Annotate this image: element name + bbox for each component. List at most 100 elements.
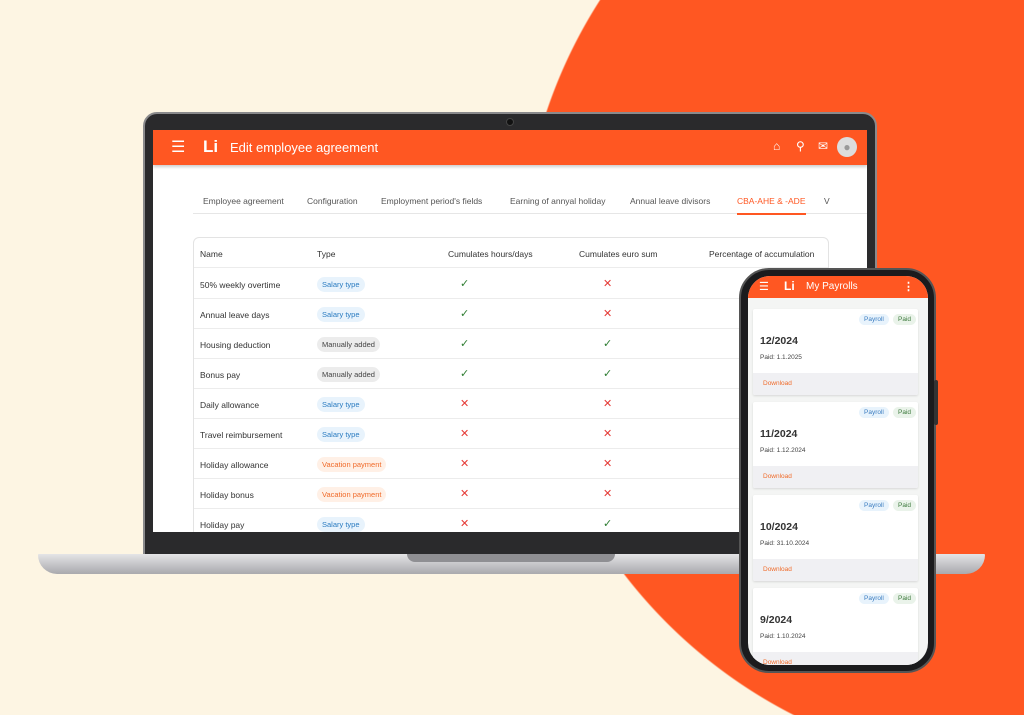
check-icon: ✓ xyxy=(460,368,470,380)
camera xyxy=(506,118,514,126)
check-icon: ✓ xyxy=(460,308,470,320)
table-header: Name Type Cumulates hours/days Cumulates… xyxy=(194,238,828,268)
mail-icon[interactable]: ✉ xyxy=(818,139,829,153)
mobile-app-bar: ☰ Li My Payrolls ⋮ xyxy=(748,276,928,298)
type-badge: Vacation payment xyxy=(317,457,387,472)
cross-icon: ✕ xyxy=(603,458,613,470)
check-icon: ✓ xyxy=(603,368,613,380)
logo: Li xyxy=(784,279,795,293)
row-name: Holiday bonus xyxy=(200,490,254,500)
download-button[interactable]: Download xyxy=(753,559,918,581)
paid-date: Paid: 1.1.2025 xyxy=(760,354,802,361)
row-name: 50% weekly overtime xyxy=(200,280,281,290)
tab-0[interactable]: Employee agreement xyxy=(203,196,284,206)
cross-icon: ✕ xyxy=(603,488,613,500)
tab-1[interactable]: Configuration xyxy=(307,196,358,206)
header-euro: Cumulates euro sum xyxy=(579,249,658,259)
paid-date: Paid: 1.10.2024 xyxy=(760,633,806,640)
check-icon: ✓ xyxy=(603,518,613,530)
payroll-tag: Payroll xyxy=(859,593,889,604)
payroll-tag: Payroll xyxy=(859,500,889,511)
row-name: Travel reimbursement xyxy=(200,430,283,440)
row-name: Holiday allowance xyxy=(200,460,269,470)
table-row[interactable]: Holiday pay Salary type ✕ ✓ xyxy=(194,509,828,532)
tab-3[interactable]: Earning of annyal holiday xyxy=(510,196,606,206)
type-badge: Vacation payment xyxy=(317,487,387,502)
paid-date: Paid: 31.10.2024 xyxy=(760,540,810,547)
tab-5[interactable]: CBA-AHE & -ADE xyxy=(737,196,806,215)
cross-icon: ✕ xyxy=(460,398,470,410)
row-name: Holiday pay xyxy=(200,520,245,530)
more-vert-icon[interactable]: ⋮ xyxy=(903,281,914,293)
table-row[interactable]: Holiday bonus Vacation payment ✕ ✕ xyxy=(194,479,828,509)
phone-screen: ☰ Li My Payrolls ⋮ Payroll Paid 12/2024 Pai… xyxy=(748,276,928,665)
download-button[interactable]: Download xyxy=(753,652,918,665)
menu-icon[interactable]: ☰ xyxy=(171,139,186,156)
check-icon: ✓ xyxy=(603,338,613,350)
cross-icon: ✕ xyxy=(460,458,470,470)
payroll-card: Payroll Paid 9/2024 Paid: 1.10.2024 Download xyxy=(753,588,918,665)
cross-icon: ✕ xyxy=(460,488,470,500)
home-icon[interactable]: ⌂ xyxy=(773,139,781,153)
table-row[interactable]: Travel reimbursement Salary type ✕ ✕ xyxy=(194,419,828,449)
search-icon[interactable]: ⚲ xyxy=(796,139,805,153)
row-name: Daily allowance xyxy=(200,400,260,410)
payroll-card: Payroll Paid 12/2024 Paid: 1.1.2025 Download xyxy=(753,309,918,395)
tab-bar: Employee agreement Configuration Employmen… xyxy=(193,188,867,215)
check-icon: ✓ xyxy=(460,338,470,350)
row-name: Annual leave days xyxy=(200,310,270,320)
header-type: Type xyxy=(317,249,336,259)
logo: Li xyxy=(203,137,219,156)
type-badge: Manually added xyxy=(317,367,380,382)
tab-4[interactable]: Annual leave divisors xyxy=(630,196,711,206)
phone-side-button xyxy=(934,380,938,425)
paid-tag: Paid xyxy=(893,500,917,511)
account-icon[interactable]: ● xyxy=(837,137,857,157)
table-row[interactable]: Housing deduction Manually added ✓ ✓ xyxy=(194,329,828,359)
cross-icon: ✕ xyxy=(460,518,470,530)
paid-date: Paid: 1.12.2024 xyxy=(760,447,806,454)
payroll-period: 10/2024 xyxy=(760,521,798,533)
cross-icon: ✕ xyxy=(603,278,613,290)
mobile-title: My Payrolls xyxy=(806,281,858,292)
header-hours: Cumulates hours/days xyxy=(448,249,533,259)
payroll-tag: Payroll xyxy=(859,407,889,418)
table-row[interactable]: 50% weekly overtime Salary type ✓ ✕ xyxy=(194,269,828,299)
table-row[interactable]: Holiday allowance Vacation payment ✕ ✕ xyxy=(194,449,828,479)
paid-tag: Paid xyxy=(893,407,917,418)
page-title: Edit employee agreement xyxy=(230,140,379,155)
header-percentage: Percentage of accumulation xyxy=(709,249,815,259)
payroll-period: 11/2024 xyxy=(760,428,798,440)
cross-icon: ✕ xyxy=(460,428,470,440)
type-badge: Salary type xyxy=(317,277,365,292)
tab-6[interactable]: V xyxy=(824,196,830,206)
row-name: Housing deduction xyxy=(200,340,271,350)
payroll-period: 9/2024 xyxy=(760,614,793,626)
cross-icon: ✕ xyxy=(603,308,613,320)
type-badge: Salary type xyxy=(317,427,365,442)
app-bar: ☰ Li Edit employee agreement ⌂ ⚲ ✉ ● xyxy=(153,130,867,165)
table-row[interactable]: Daily allowance Salary type ✕ ✕ xyxy=(194,389,828,419)
cross-icon: ✕ xyxy=(603,398,613,410)
accumulation-table: Name Type Cumulates hours/days Cumulates… xyxy=(193,237,829,532)
download-button[interactable]: Download xyxy=(753,373,918,395)
payroll-card: Payroll Paid 10/2024 Paid: 31.10.2024 Downlo… xyxy=(753,495,918,581)
tab-2[interactable]: Employment period's fields xyxy=(381,196,483,206)
type-badge: Salary type xyxy=(317,517,365,532)
download-button[interactable]: Download xyxy=(753,466,918,488)
type-badge: Salary type xyxy=(317,397,365,412)
payroll-tag: Payroll xyxy=(859,314,889,325)
payroll-card: Payroll Paid 11/2024 Paid: 1.12.2024 Downloa… xyxy=(753,402,918,488)
type-badge: Manually added xyxy=(317,337,380,352)
table-row[interactable]: Annual leave days Salary type ✓ ✕ xyxy=(194,299,828,329)
laptop-notch xyxy=(407,554,615,562)
laptop-screen: ☰ Li Edit employee agreement ⌂ ⚲ ✉ ● Emp… xyxy=(153,130,867,532)
check-icon: ✓ xyxy=(460,278,470,290)
header-name: Name xyxy=(200,249,223,259)
cross-icon: ✕ xyxy=(603,428,613,440)
paid-tag: Paid xyxy=(893,593,917,604)
menu-icon[interactable]: ☰ xyxy=(759,281,769,293)
table-row[interactable]: Bonus pay Manually added ✓ ✓ xyxy=(194,359,828,389)
payroll-period: 12/2024 xyxy=(760,335,798,347)
paid-tag: Paid xyxy=(893,314,917,325)
